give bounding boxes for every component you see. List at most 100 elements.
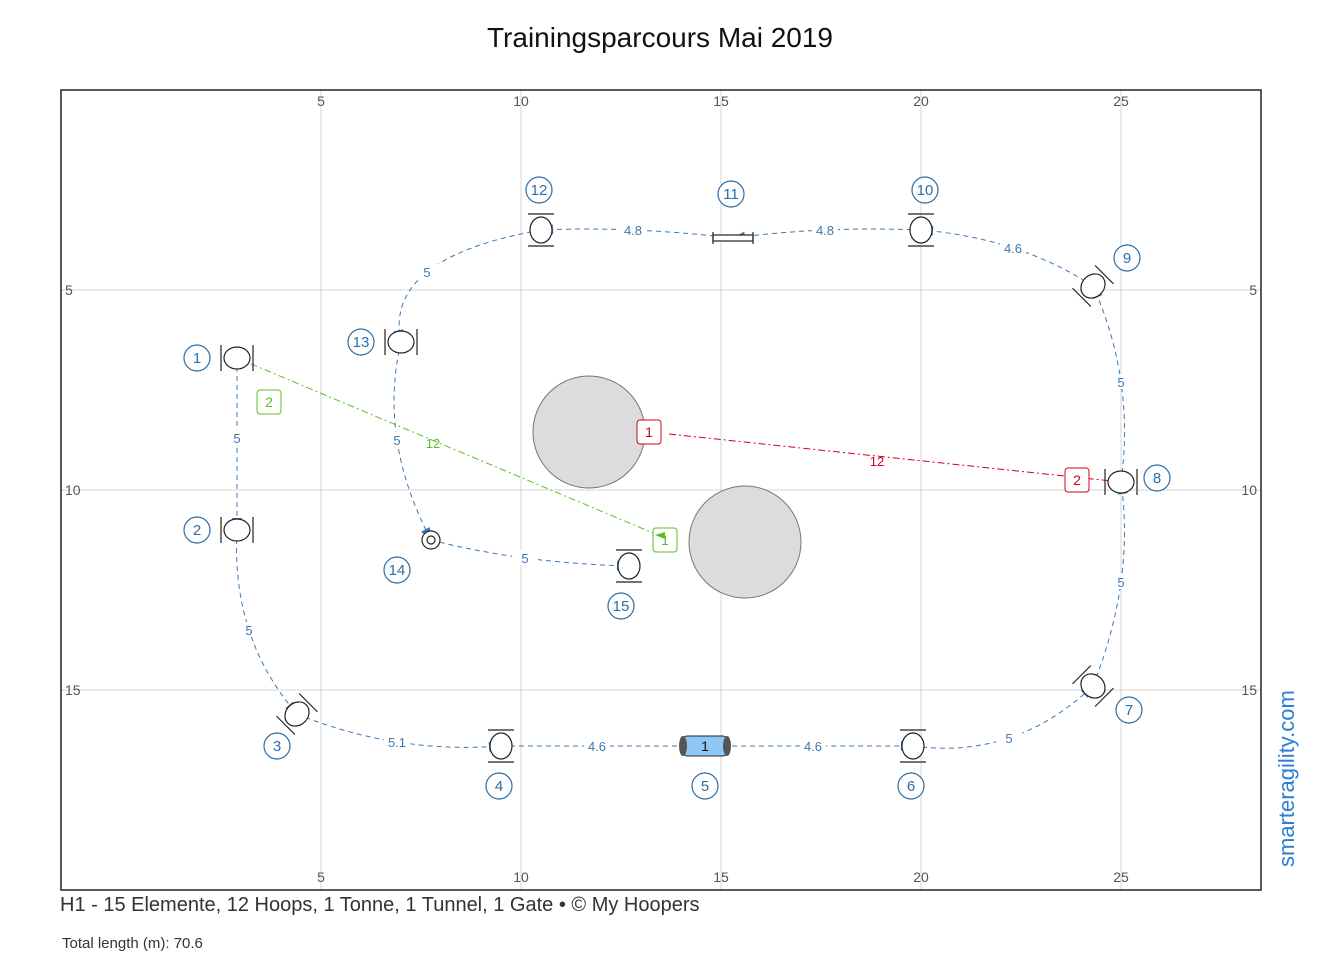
element-number-15: 15	[613, 598, 630, 615]
distance-tag-box-red	[1064, 467, 1090, 493]
hoop-ring	[529, 216, 553, 244]
element-number-10: 10	[917, 182, 934, 199]
tunnel-end	[723, 736, 731, 756]
element-number-11: 11	[723, 186, 739, 203]
x-tick-label-top: 5	[317, 93, 325, 109]
hoop-post	[1094, 265, 1114, 285]
hoop-ring	[223, 346, 251, 370]
obstacle-layer	[532, 375, 802, 599]
element-number-7: 7	[1125, 702, 1133, 719]
distance-tag-green: 2	[265, 394, 273, 410]
path-label-bg	[384, 432, 410, 447]
path-label-bg	[512, 550, 538, 565]
plot-border	[60, 89, 1262, 891]
element-number-14: 14	[389, 562, 406, 579]
hoop-element-10	[908, 213, 934, 247]
x-tick-label-top: 25	[1113, 93, 1129, 109]
element-number-9: 9	[1123, 250, 1131, 267]
brand-watermark[interactable]: smarteragility.com	[1272, 672, 1302, 872]
distance-tag-red: 1	[645, 424, 653, 440]
gate-element-11	[712, 232, 754, 244]
element-number-circle	[1113, 244, 1141, 272]
hoop-element-9	[1072, 265, 1114, 307]
hoop-element-13	[384, 329, 418, 355]
hoop-ring	[284, 701, 310, 727]
distance-line-red	[668, 433, 1122, 483]
path-label-bg	[384, 734, 410, 749]
path-label-bg	[1108, 374, 1134, 389]
obstacle-circle	[688, 485, 802, 599]
hoop-post	[276, 715, 296, 735]
obstacle-circle	[532, 375, 646, 489]
path-segment-label: 5	[1117, 575, 1124, 590]
gate-bar	[712, 234, 754, 242]
path-segment	[912, 685, 1094, 749]
path-segment-label: 5	[245, 623, 252, 638]
hoop-element-12	[528, 213, 554, 247]
brand-text[interactable]: smarteragility.com	[1274, 690, 1299, 867]
y-tick-label-right: 10	[1241, 482, 1257, 498]
hoop-ring	[1080, 673, 1106, 699]
path-label-bg	[414, 264, 440, 279]
path-segment-label: 4.8	[816, 223, 834, 238]
path-segment-label: 5	[233, 431, 240, 446]
path-segment-label: 5	[423, 265, 430, 280]
distance-line-green	[236, 357, 666, 539]
path-label-bg	[584, 738, 610, 753]
path-label-bg	[224, 430, 250, 445]
hoop-ring	[1107, 470, 1135, 494]
distance-tag-box-green	[256, 389, 282, 415]
hoop-post	[1072, 287, 1092, 307]
element-number-circle	[607, 592, 635, 620]
path-label-bg	[996, 730, 1022, 745]
path-segment	[732, 228, 922, 239]
total-length: Total length (m): 70.6	[62, 935, 203, 952]
x-tick-label-bottom: 25	[1113, 869, 1129, 885]
path-segment-label: 4.6	[1004, 241, 1022, 256]
y-tick-label-left: 5	[65, 282, 73, 298]
hoop-element-2	[220, 517, 254, 543]
tunnel-number: 1	[701, 738, 709, 754]
x-tick-label-top: 20	[913, 93, 929, 109]
element-number-2: 2	[193, 522, 201, 539]
element-number-circle	[347, 328, 375, 356]
hoop-element-3	[276, 693, 318, 735]
hoop-element-15	[616, 549, 642, 583]
path-segment-label: 4.8	[624, 223, 642, 238]
element-number-circle	[263, 732, 291, 760]
x-tick-label-bottom: 15	[713, 869, 729, 885]
path-segment	[920, 229, 1094, 287]
element-number-circle	[183, 344, 211, 372]
y-tick-label-left: 10	[65, 482, 81, 498]
hoop-ring	[901, 732, 925, 760]
path-segment	[398, 229, 542, 343]
path-label-bg	[620, 222, 646, 237]
path-segment-label: 4.6	[588, 739, 606, 754]
element-number-3: 3	[273, 738, 281, 755]
x-tick-label-top: 10	[513, 93, 529, 109]
path-segment-label: 4.6	[804, 739, 822, 754]
element-number-circle	[1115, 696, 1143, 724]
barrel-element-14	[421, 530, 441, 550]
hoop-element-1	[220, 345, 254, 371]
element-number-circle	[485, 772, 513, 800]
path-label-bg	[800, 738, 826, 753]
element-number-circle	[897, 772, 925, 800]
x-tick-label-bottom: 5	[317, 869, 325, 885]
element-number-8: 8	[1153, 470, 1161, 487]
hoop-ring	[617, 552, 641, 580]
course-elements: 1	[220, 213, 1138, 763]
hoop-ring	[1080, 273, 1106, 299]
path-segment-label: 5	[1117, 375, 1124, 390]
hoop-element-8	[1104, 469, 1138, 495]
course-summary: H1 - 15 Elemente, 12 Hoops, 1 Tonne, 1 T…	[60, 894, 700, 916]
path-segment-label: 5	[1005, 731, 1012, 746]
element-number-circle	[691, 772, 719, 800]
path-segment-label: 5	[521, 551, 528, 566]
hoop-element-4	[488, 729, 514, 763]
distance-tag-box-red	[636, 419, 662, 445]
path-segment	[430, 539, 630, 567]
